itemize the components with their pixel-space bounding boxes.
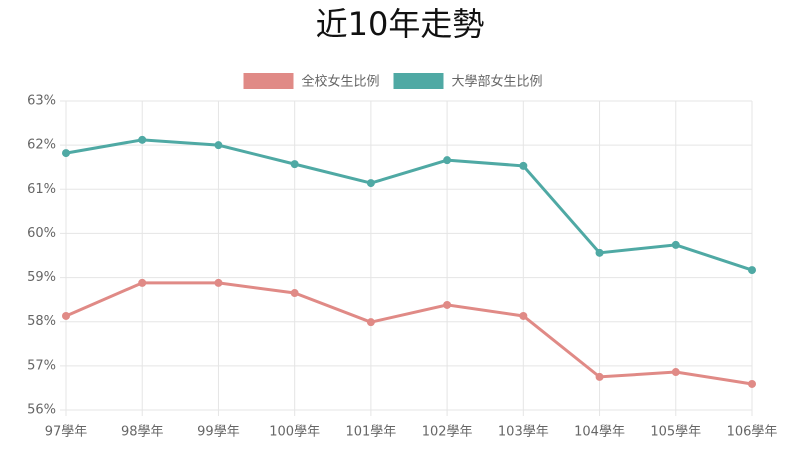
data-point — [366, 318, 375, 327]
x-tick-label: 102學年 — [422, 425, 473, 440]
data-point — [748, 266, 756, 275]
x-tick-label: 106學年 — [727, 425, 778, 440]
data-point — [290, 160, 299, 169]
data-point — [519, 311, 528, 320]
x-tick-label: 98學年 — [121, 425, 164, 440]
data-point — [443, 156, 452, 165]
data-point — [138, 278, 147, 287]
x-tick-label: 105學年 — [650, 425, 701, 440]
data-point — [138, 135, 147, 144]
x-tick-label: 101學年 — [345, 425, 396, 440]
y-tick-label: 56% — [27, 403, 56, 418]
y-tick-label: 61% — [27, 182, 56, 197]
x-tick-label: 97學年 — [45, 425, 88, 440]
data-point — [62, 311, 70, 320]
x-tick-label: 104學年 — [574, 425, 625, 440]
legend-label: 大學部女生比例 — [452, 74, 543, 90]
data-point — [748, 379, 756, 388]
data-point — [671, 240, 680, 249]
data-point — [366, 179, 375, 188]
data-point — [214, 278, 223, 287]
legend-label: 全校女生比例 — [302, 74, 380, 90]
y-tick-label: 58% — [27, 314, 56, 329]
data-point — [671, 368, 680, 377]
y-tick-label: 62% — [27, 138, 56, 153]
chart-title: 近10年走勢 — [316, 5, 485, 43]
y-tick-label: 60% — [27, 226, 56, 241]
series-line — [65, 138, 753, 272]
y-tick-label: 63% — [27, 94, 56, 109]
data-point — [519, 161, 528, 170]
legend-swatch — [243, 73, 294, 89]
data-point — [62, 149, 70, 158]
data-point — [595, 372, 604, 381]
data-point — [290, 289, 299, 298]
data-point — [443, 300, 452, 309]
y-tick-label: 59% — [27, 270, 56, 285]
x-tick-label: 99學年 — [197, 425, 240, 440]
x-tick-label: 100學年 — [269, 425, 320, 440]
x-tick-label: 103學年 — [498, 425, 549, 440]
legend-swatch — [393, 73, 444, 89]
y-tick-label: 57% — [27, 358, 56, 373]
data-point — [595, 248, 604, 257]
data-point — [214, 141, 223, 150]
series-line — [65, 281, 753, 386]
